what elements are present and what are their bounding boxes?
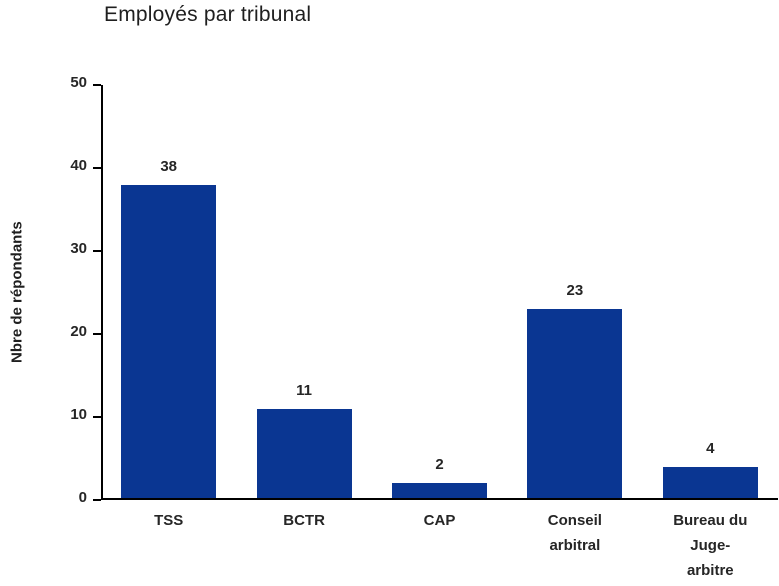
category-label: BCTR bbox=[283, 512, 325, 529]
y-tick-label: 10 bbox=[70, 406, 87, 423]
bar bbox=[121, 184, 217, 498]
bar bbox=[392, 483, 487, 498]
bar-value-label: 2 bbox=[435, 456, 444, 474]
category-label: CAP bbox=[423, 512, 456, 529]
y-tick-label: 50 bbox=[70, 74, 87, 91]
y-tick-mark bbox=[93, 250, 101, 252]
category-label: TSS bbox=[154, 512, 184, 529]
bar-value-label: 38 bbox=[160, 157, 178, 175]
bar bbox=[256, 408, 352, 498]
category-label: Bureau du Juge- arbitre bbox=[673, 512, 748, 579]
bar-value-label: 11 bbox=[296, 381, 313, 399]
y-tick-mark bbox=[93, 333, 101, 335]
bar bbox=[662, 466, 758, 498]
y-tick-mark bbox=[93, 416, 101, 418]
y-tick-mark bbox=[93, 84, 101, 86]
y-tick-label: 20 bbox=[70, 323, 87, 340]
y-tick-label: 0 bbox=[78, 489, 87, 506]
bar-value-label: 23 bbox=[566, 282, 584, 300]
y-tick-label: 30 bbox=[70, 240, 87, 257]
plot-area bbox=[101, 85, 778, 500]
bar-value-label: 4 bbox=[706, 439, 715, 457]
bar bbox=[527, 309, 623, 498]
category-label: Conseil arbitral bbox=[547, 512, 602, 554]
y-tick-mark bbox=[93, 499, 101, 501]
y-axis-label: Nbre de répondants bbox=[8, 221, 26, 364]
y-tick-mark bbox=[93, 167, 101, 169]
chart-title: Employés par tribunal bbox=[104, 3, 312, 26]
y-tick-label: 40 bbox=[70, 157, 87, 174]
